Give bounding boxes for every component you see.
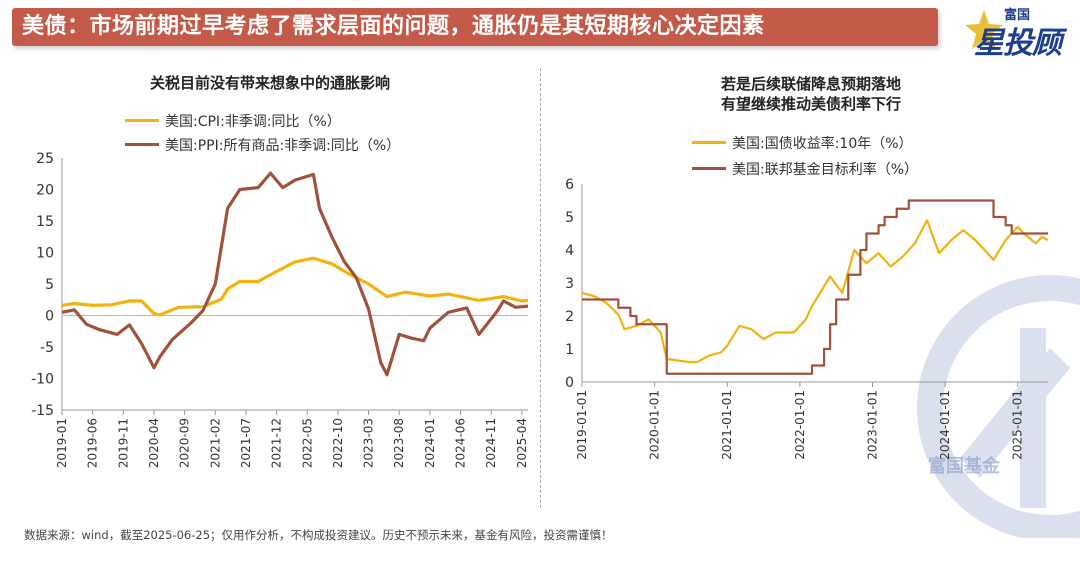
page-title: 美债：市场前期过早考虑了需求层面的问题，通胀仍是其短期核心决定因素: [22, 14, 765, 39]
legend-yield-swatch: [692, 140, 726, 144]
x-tick-label: 2021-01-01: [720, 390, 734, 460]
y-tick-label: 3: [565, 276, 574, 292]
legend-ppi-swatch: [125, 142, 159, 146]
x-tick-label: 2019-11: [116, 418, 130, 468]
x-tick-label: 2025-01-01: [1011, 390, 1025, 460]
y-tick-label: 0: [565, 375, 574, 391]
x-tick-label: 2019-01-01: [575, 390, 589, 460]
logo-main-text: 星投顾: [974, 26, 1062, 61]
source-footnote: 数据来源：wind，截至2025-06-25；仅用作分析，不构成投资建议。历史不…: [24, 528, 613, 542]
y-tick-label: -10: [31, 372, 54, 388]
y-tick-label: 0: [45, 309, 54, 325]
right-chart-title-line2: 有望继续推动美债利率下行: [720, 95, 901, 113]
y-tick-label: -15: [31, 403, 54, 419]
x-tick-label: 2023-08: [392, 418, 406, 468]
x-tick-label: 2021-12: [270, 418, 284, 468]
y-tick-label: 6: [565, 177, 574, 193]
x-tick-label: 2024-11: [484, 418, 498, 468]
right-chart-title-line1: 若是后续联储降息预期落地: [720, 75, 901, 93]
x-tick-label: 2021-07: [239, 418, 253, 468]
y-tick-label: 25: [36, 151, 54, 167]
series-line-1: [61, 256, 529, 317]
y-tick-label: -5: [40, 340, 54, 356]
legend-yield-label: 美国:国债收益率:10年（%）: [732, 136, 913, 152]
y-tick-label: 4: [565, 243, 574, 259]
left-chart-panel: 关税目前没有带来想象中的通胀影响 美国:CPI:非季调:同比（%） 美国:PPI…: [0, 60, 540, 520]
x-tick-label: 2024-01-01: [938, 390, 952, 460]
x-tick-label: 2019-06: [86, 418, 100, 468]
right-chart-title: 若是后续联储降息预期落地 有望继续推动美债利率下行: [542, 74, 1080, 114]
watermark-emblem: [917, 275, 1080, 538]
series-line-2: [61, 171, 529, 377]
x-tick-label: 2023-03: [362, 418, 376, 468]
legend-cpi-swatch: [125, 118, 159, 122]
y-tick-label: 20: [36, 183, 54, 199]
y-tick-label: 5: [45, 277, 54, 293]
left-chart-title: 关税目前没有带来想象中的通胀影响: [149, 74, 390, 92]
legend-fedrate-swatch: [692, 166, 726, 170]
star-icon: [965, 10, 1003, 49]
series-line-2: [582, 199, 1048, 375]
x-tick-label: 2024-06: [454, 418, 468, 468]
x-tick-label: 2020-04: [147, 418, 161, 468]
legend-yield: 美国:国债收益率:10年（%）: [692, 134, 913, 154]
y-tick-label: 1: [565, 342, 574, 358]
x-tick-label: 2020-01-01: [648, 390, 662, 460]
y-tick-label: 5: [565, 210, 574, 226]
legend-cpi-label: 美国:CPI:非季调:同比（%）: [165, 114, 341, 130]
y-tick-label: 15: [36, 214, 54, 230]
x-tick-label: 2019-01: [55, 418, 69, 468]
right-chart-panel: 若是后续联储降息预期落地 有望继续推动美债利率下行 美国:国债收益率:10年（%…: [542, 60, 1080, 520]
header-banner: 美债：市场前期过早考虑了需求层面的问题，通胀仍是其短期核心决定因素: [12, 8, 938, 46]
x-tick-label: 2022-01-01: [793, 390, 807, 460]
logo-top-text: 富国: [1004, 8, 1031, 23]
x-tick-label: 2024-01: [423, 418, 437, 468]
legend-ppi: 美国:PPI:所有商品:非季调:同比（%）: [125, 136, 400, 156]
panel-divider: [540, 68, 541, 508]
x-tick-label: 2020-09: [178, 418, 192, 468]
x-tick-label: 2022-05: [300, 418, 314, 468]
legend-fedrate-label: 美国:联邦基金目标利率（%）: [732, 162, 919, 178]
brand-logo: 富国 星投顾: [952, 2, 1072, 61]
legend-cpi: 美国:CPI:非季调:同比（%）: [125, 112, 341, 132]
legend-ppi-label: 美国:PPI:所有商品:非季调:同比（%）: [165, 138, 401, 154]
x-tick-label: 2021-02: [208, 418, 222, 468]
series-line-1: [581, 219, 1049, 364]
watermark-text: 富国基金: [928, 456, 1000, 477]
x-tick-label: 2022-10: [331, 418, 345, 468]
x-tick-label: 2023-01-01: [865, 390, 879, 460]
y-tick-label: 10: [36, 246, 54, 262]
y-tick-label: 2: [565, 309, 574, 325]
legend-fedrate: 美国:联邦基金目标利率（%）: [692, 160, 918, 180]
x-tick-label: 2025-04: [515, 418, 529, 468]
